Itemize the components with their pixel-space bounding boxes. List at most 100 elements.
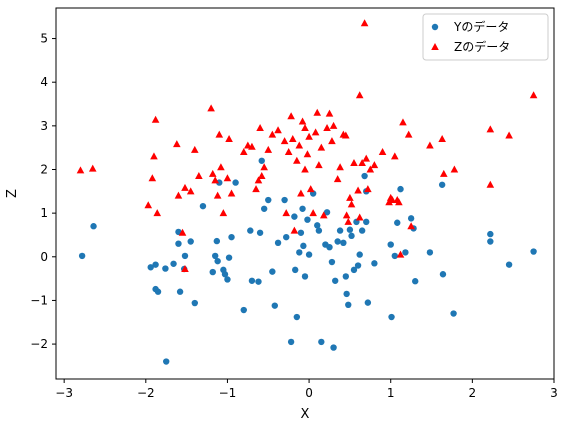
legend: Yのデータ Zのデータ xyxy=(422,13,549,61)
point-z-3 xyxy=(148,174,157,182)
point-y-15 xyxy=(191,299,198,307)
point-z-79 xyxy=(378,148,387,156)
point-z-33 xyxy=(264,145,273,153)
point-y-41 xyxy=(287,338,295,346)
point-z-80 xyxy=(385,198,393,206)
point-y-35 xyxy=(265,196,272,204)
point-z-69 xyxy=(350,158,358,166)
point-y-19 xyxy=(213,237,221,245)
point-z-85 xyxy=(395,198,403,206)
point-y-16 xyxy=(199,202,207,210)
point-y-45 xyxy=(296,249,303,256)
point-z-91 xyxy=(438,134,446,142)
point-y-11 xyxy=(176,288,184,295)
point-y-68 xyxy=(346,226,354,233)
point-z-2 xyxy=(144,201,153,209)
point-y-51 xyxy=(305,251,313,258)
point-z-50 xyxy=(306,185,315,193)
point-y-59 xyxy=(328,258,336,266)
ticks-layer: −3 −2 −1 0 1 2 3 −2 −1 0 1 2 3 4 5 xyxy=(30,32,558,400)
axes-frame xyxy=(55,7,555,380)
point-y-73 xyxy=(356,251,363,258)
points-layer xyxy=(76,19,538,365)
point-y-3 xyxy=(152,261,159,268)
point-y-79 xyxy=(371,260,378,267)
point-y-29 xyxy=(247,227,254,234)
point-y-95 xyxy=(505,261,513,268)
point-y-86 xyxy=(407,215,415,222)
point-y-31 xyxy=(255,278,262,285)
point-z-96 xyxy=(505,131,513,139)
legend-marker-y xyxy=(431,23,439,31)
point-z-9 xyxy=(178,228,187,236)
point-y-39 xyxy=(281,196,288,204)
point-z-68 xyxy=(347,200,356,208)
point-y-82 xyxy=(391,252,399,260)
point-y-43 xyxy=(292,266,299,274)
point-z-57 xyxy=(323,124,331,132)
x-tick-label-1: −2 xyxy=(137,386,155,400)
point-z-67 xyxy=(346,193,354,201)
point-y-60 xyxy=(330,344,337,351)
point-y-89 xyxy=(426,249,434,256)
point-y-42 xyxy=(291,213,298,220)
point-z-29 xyxy=(254,176,263,184)
point-y-1 xyxy=(90,223,97,230)
point-y-55 xyxy=(318,338,325,346)
point-z-48 xyxy=(303,150,312,158)
point-z-43 xyxy=(295,141,304,149)
point-z-6 xyxy=(153,209,162,217)
point-z-42 xyxy=(293,156,301,164)
point-y-14 xyxy=(187,238,194,245)
point-z-89 xyxy=(407,222,415,230)
point-z-4 xyxy=(150,152,158,160)
legend-box xyxy=(422,13,549,61)
point-z-88 xyxy=(404,130,413,138)
point-y-7 xyxy=(163,358,170,365)
point-y-81 xyxy=(388,313,395,321)
point-z-15 xyxy=(207,104,215,112)
point-z-38 xyxy=(284,148,293,156)
point-z-87 xyxy=(399,118,407,126)
point-y-36 xyxy=(269,268,276,275)
x-tick-label-4: 1 xyxy=(387,386,395,400)
point-z-12 xyxy=(186,187,195,195)
point-y-33 xyxy=(258,157,265,164)
point-z-11 xyxy=(181,265,189,273)
point-y-30 xyxy=(248,277,256,284)
point-z-26 xyxy=(244,141,252,149)
point-y-93 xyxy=(487,230,494,238)
x-tick-label-3: 0 xyxy=(305,386,313,400)
point-z-5 xyxy=(151,115,160,123)
point-y-10 xyxy=(175,240,182,247)
point-y-5 xyxy=(154,288,162,295)
point-y-94 xyxy=(487,238,494,245)
point-y-77 xyxy=(363,218,370,226)
point-z-7 xyxy=(173,140,181,148)
point-z-62 xyxy=(336,163,344,171)
point-z-32 xyxy=(260,163,268,171)
point-z-28 xyxy=(252,185,260,193)
point-y-24 xyxy=(224,276,231,283)
point-y-50 xyxy=(304,216,311,223)
point-y-46 xyxy=(297,229,305,236)
point-z-36 xyxy=(280,137,289,145)
point-z-73 xyxy=(358,158,366,166)
point-z-64 xyxy=(342,131,350,139)
point-z-16 xyxy=(208,169,217,177)
point-y-62 xyxy=(334,238,341,245)
point-y-37 xyxy=(271,302,278,309)
point-y-8 xyxy=(170,260,177,267)
point-y-23 xyxy=(221,271,229,278)
x-tick-label-5: 2 xyxy=(469,386,477,400)
point-y-27 xyxy=(232,179,239,186)
point-z-10 xyxy=(181,183,189,191)
point-z-71 xyxy=(355,213,364,221)
point-y-83 xyxy=(394,219,401,226)
point-z-35 xyxy=(274,126,282,134)
point-y-66 xyxy=(343,290,350,298)
point-z-30 xyxy=(256,124,264,132)
point-y-13 xyxy=(181,252,189,260)
point-z-13 xyxy=(190,145,199,153)
y-tick-label-0: −2 xyxy=(30,337,48,351)
